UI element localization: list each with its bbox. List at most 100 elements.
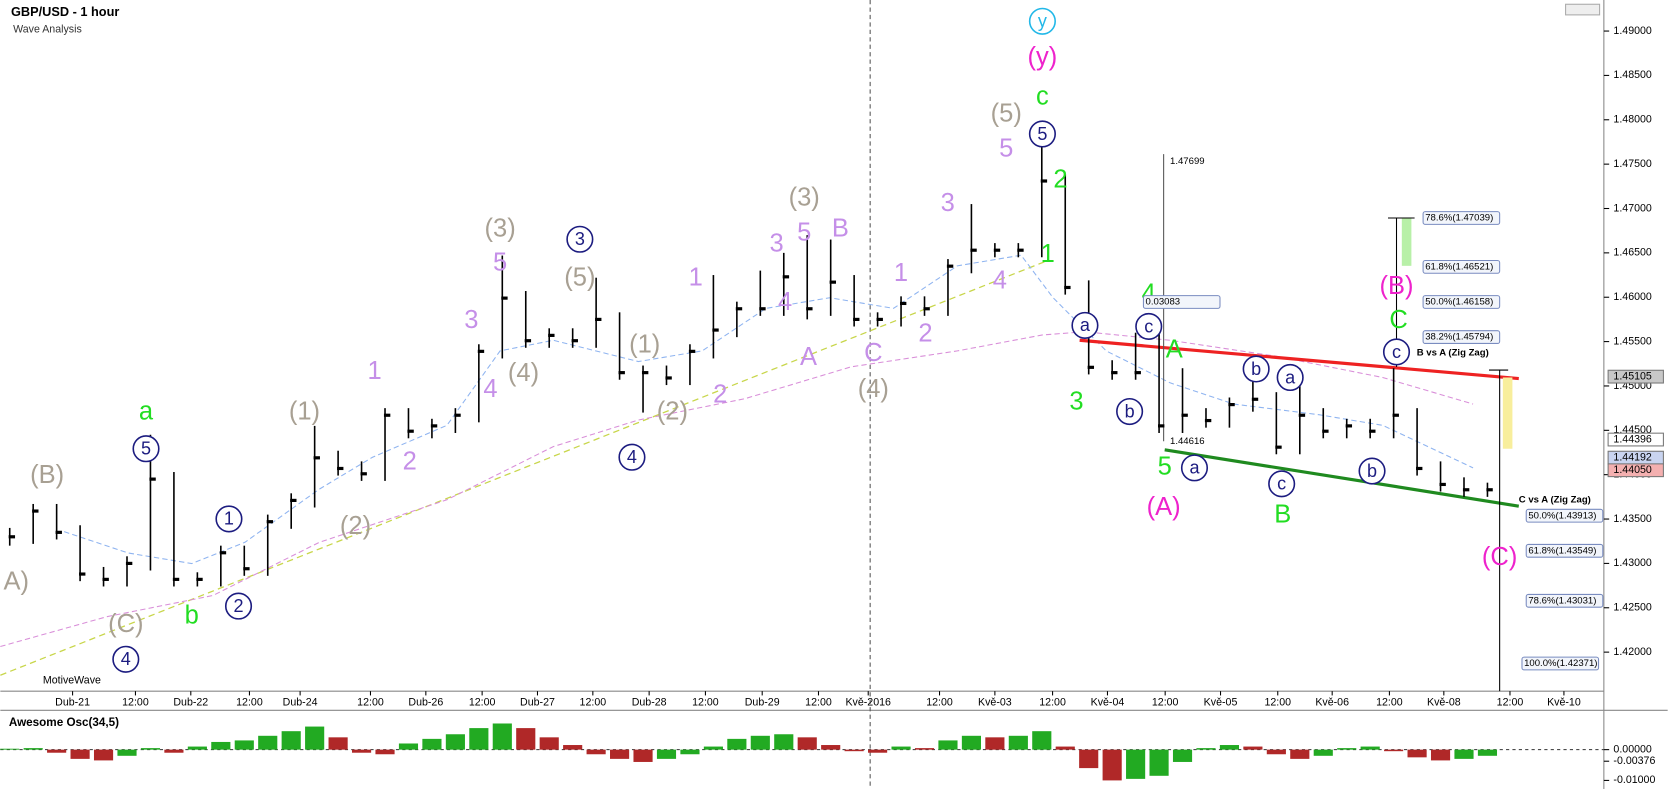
wave-label: b [1367, 461, 1377, 481]
x-tick-label: 12:00 [236, 697, 263, 709]
wave-label: 5 [1037, 124, 1047, 144]
wave-label: (A) [1147, 493, 1181, 521]
osc-bar [1384, 749, 1404, 752]
osc-bar [211, 741, 231, 750]
fib-label: 61.8%(1.43549) [1528, 545, 1596, 556]
osc-bar [140, 748, 161, 750]
y-tick-label: 1.43500 [1613, 513, 1651, 525]
x-tick-label: 12:00 [692, 697, 719, 709]
fib-label: 61.8%(1.46521) [1425, 261, 1493, 272]
wave-circle [1135, 312, 1163, 341]
y-tick-label: 1.45000 [1613, 380, 1651, 392]
osc-bar [821, 745, 841, 750]
osc-bar [23, 748, 43, 750]
wave-label: 5 [999, 135, 1013, 163]
price-marker [1607, 463, 1664, 478]
wave-circle [1028, 120, 1056, 148]
x-tick-label: 12:00 [1039, 697, 1066, 709]
wave-label: y [1038, 11, 1047, 31]
x-tick-label: Kvě-06 [1315, 697, 1349, 709]
wave-label: 1 [1041, 240, 1055, 268]
wave-label: (3) [789, 184, 820, 212]
osc-bar [914, 748, 935, 750]
osc-bar [1360, 746, 1380, 750]
wave-circle [1276, 363, 1304, 392]
osc-bar [70, 749, 90, 759]
osc-bar [1266, 749, 1286, 755]
osc-bar [328, 737, 348, 750]
wave-circle [1116, 397, 1144, 426]
x-tick-label: 12:00 [926, 697, 953, 709]
osc-bar [1290, 749, 1310, 759]
wave-label: 2 [234, 596, 244, 616]
y-tick-label: 1.45500 [1613, 335, 1651, 347]
y-tick-label: 1.42000 [1613, 646, 1651, 658]
wave-label: 2 [713, 380, 727, 408]
price-marker-label: 1.44050 [1613, 464, 1651, 476]
brand: MotiveWave [43, 674, 101, 686]
wave-label: C [1389, 306, 1407, 334]
osc-bar [727, 738, 747, 750]
wave-label: (y) [1028, 43, 1058, 71]
x-tick-label: 12:00 [580, 697, 607, 709]
osc-bar [1430, 749, 1451, 761]
wave-label: 2 [918, 320, 932, 348]
osc-bar [750, 735, 770, 750]
wave-label: 1 [368, 357, 382, 385]
x-tick-label: Kvě-10 [1547, 697, 1581, 709]
wave-label: 3 [464, 306, 478, 334]
osc-bar [469, 728, 489, 750]
x-tick-label: Dub-29 [745, 697, 780, 709]
fib-box [1525, 508, 1604, 523]
osc-bar [0, 748, 20, 750]
osc-bar [1219, 745, 1240, 750]
wave-label: (B) [1380, 272, 1414, 300]
wave-label: 3 [941, 189, 955, 217]
wave-circle [618, 443, 646, 471]
osc-bar [516, 728, 536, 750]
wave-label: 4 [121, 649, 131, 669]
price-marker [1607, 432, 1664, 447]
wave-label: 5 [141, 439, 151, 459]
osc-bar [938, 740, 958, 750]
wave-label: c [1392, 342, 1401, 362]
osc-bar [1313, 749, 1333, 756]
x-tick-label: 12:00 [1264, 697, 1291, 709]
osc-bar [680, 749, 700, 755]
x-tick-label: Dub-27 [520, 697, 555, 709]
osc-bar [1102, 749, 1122, 781]
osc-bar [1196, 748, 1216, 750]
price-marker-label: 1.44192 [1613, 451, 1651, 463]
y-tick-label: -0.01000 [1613, 774, 1655, 786]
fib-label: 100.0%(1.42371) [1524, 658, 1597, 669]
window-controls[interactable] [1565, 3, 1601, 16]
osc-bar [445, 734, 465, 750]
channel-line [1164, 448, 1520, 508]
wave-label: (B) [30, 461, 64, 489]
x-tick-label: Dub-24 [283, 697, 318, 709]
y-tick-label: 1.47000 [1613, 202, 1651, 214]
wave-circle [1358, 457, 1386, 485]
wave-label: 5 [493, 248, 507, 276]
osc-bar [164, 749, 184, 753]
x-tick-label: Dub-26 [408, 697, 443, 709]
fib-box [1525, 593, 1604, 608]
wave-circle [1028, 7, 1056, 35]
y-tick-label: 1.46500 [1613, 247, 1651, 259]
wave-label: 3 [1069, 388, 1083, 416]
wave-label: (2) [657, 397, 688, 425]
wave-label: A [1166, 336, 1183, 364]
fib-label: C vs A (Zig Zag) [1519, 494, 1591, 505]
wave-label: (3) [485, 214, 516, 242]
wave-label: A [800, 343, 817, 371]
window-buttons[interactable] [1565, 3, 1601, 16]
wave-label: b [1251, 359, 1261, 379]
wave-label: c [1277, 474, 1286, 494]
fib-label: 50.0%(1.46158) [1425, 297, 1493, 308]
osc-bar [539, 737, 559, 750]
wave-label: c [1144, 316, 1153, 336]
wave-label: 3 [769, 229, 783, 257]
osc-bar [563, 745, 583, 750]
wave-label: 1 [894, 259, 908, 287]
osc-bar [258, 735, 278, 750]
